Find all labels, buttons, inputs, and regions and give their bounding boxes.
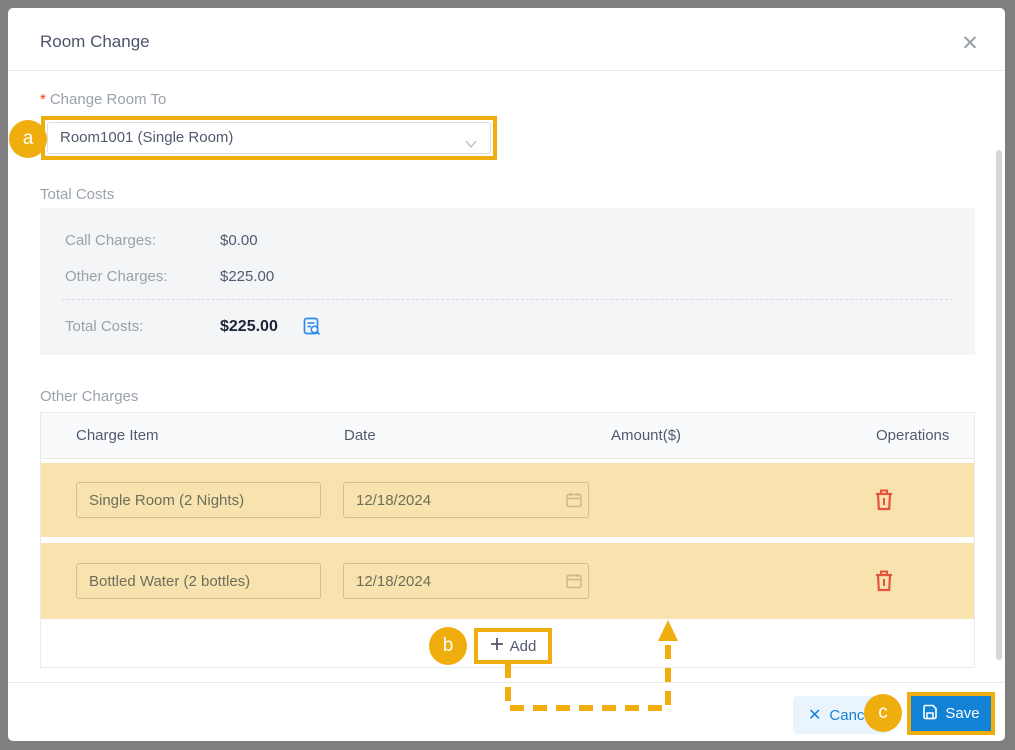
column-header-amount: Amount($) [611, 427, 682, 444]
delete-row-icon[interactable] [873, 488, 897, 512]
date-input[interactable] [343, 482, 589, 518]
call-charges-label: Call Charges: [65, 232, 156, 249]
costs-divider [62, 299, 953, 300]
chevron-down-icon [464, 132, 478, 162]
annotation-frame-b: Add [474, 628, 552, 664]
column-header-charge-item: Charge Item [76, 427, 159, 444]
call-charges-row: Call Charges: $0.00 [40, 232, 975, 254]
total-costs-section-label: Total Costs [40, 186, 115, 203]
vertical-scrollbar-thumb[interactable] [996, 150, 1002, 660]
column-header-date: Date [344, 427, 376, 444]
change-room-label: * Change Room To [40, 91, 166, 108]
view-details-icon[interactable] [302, 317, 322, 341]
annotation-badge-a: a [9, 120, 47, 158]
total-costs-row: Total Costs: $225.00 [40, 317, 975, 341]
footer-divider [8, 682, 1005, 683]
room-select-value: Room1001 (Single Room) [60, 129, 234, 146]
change-room-label-text: Change Room To [49, 91, 167, 108]
annotation-badge-c: c [864, 694, 902, 732]
plus-icon [490, 637, 504, 655]
annotation-frame-a: Room1001 (Single Room) [41, 116, 497, 160]
close-icon[interactable]: ✕ [961, 32, 979, 55]
charge-item-input[interactable] [76, 563, 321, 599]
add-button-label: Add [509, 637, 537, 655]
charge-item-input[interactable] [76, 482, 321, 518]
delete-row-icon[interactable] [873, 569, 897, 593]
annotation-badge-b: b [429, 627, 467, 665]
table-row [41, 463, 974, 537]
other-charges-value: $225.00 [220, 268, 275, 285]
total-costs-value: $225.00 [220, 318, 278, 335]
annotation-frame-c: Save [907, 692, 995, 735]
calendar-icon [565, 572, 583, 595]
dialog-title: Room Change [40, 32, 150, 51]
table-row [41, 543, 974, 619]
save-button-label: Save [945, 705, 980, 722]
cancel-x-icon: ✕ [808, 707, 822, 724]
table-header: Charge Item Date Amount($) Operations [41, 413, 974, 459]
save-icon [922, 704, 938, 724]
call-charges-value: $0.00 [220, 232, 258, 249]
add-row-button[interactable]: Add [490, 637, 537, 655]
other-charges-table: Charge Item Date Amount($) Operations [40, 412, 975, 668]
required-asterisk: * [40, 91, 46, 108]
header-divider [8, 70, 1005, 71]
save-button[interactable]: Save [911, 696, 991, 731]
room-change-dialog: Room Change ✕ * Change Room To Room1001 (… [8, 8, 1005, 741]
calendar-icon [565, 491, 583, 514]
room-select[interactable]: Room1001 (Single Room) [47, 122, 491, 154]
other-charges-row: Other Charges: $225.00 [40, 268, 975, 290]
date-input[interactable] [343, 563, 589, 599]
column-header-operations: Operations [876, 427, 950, 444]
other-charges-section-label: Other Charges [40, 388, 139, 405]
total-costs-label: Total Costs: [65, 318, 144, 335]
other-charges-label: Other Charges: [65, 268, 168, 285]
total-costs-panel: Call Charges: $0.00 Other Charges: $225.… [40, 208, 975, 355]
